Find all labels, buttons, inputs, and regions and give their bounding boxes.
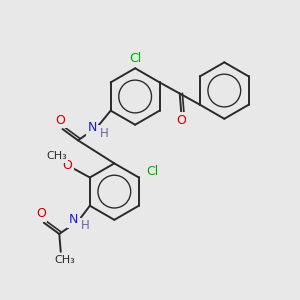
Text: Cl: Cl [129, 52, 141, 65]
Text: Cl: Cl [146, 165, 158, 178]
Text: O: O [55, 114, 65, 127]
Text: H: H [81, 219, 89, 232]
Text: CH₃: CH₃ [55, 255, 76, 265]
Text: N: N [68, 214, 78, 226]
Text: N: N [87, 121, 97, 134]
Text: H: H [100, 127, 108, 140]
Text: O: O [176, 114, 186, 127]
Text: O: O [36, 207, 46, 220]
Text: CH₃: CH₃ [46, 151, 67, 161]
Text: O: O [62, 159, 72, 172]
